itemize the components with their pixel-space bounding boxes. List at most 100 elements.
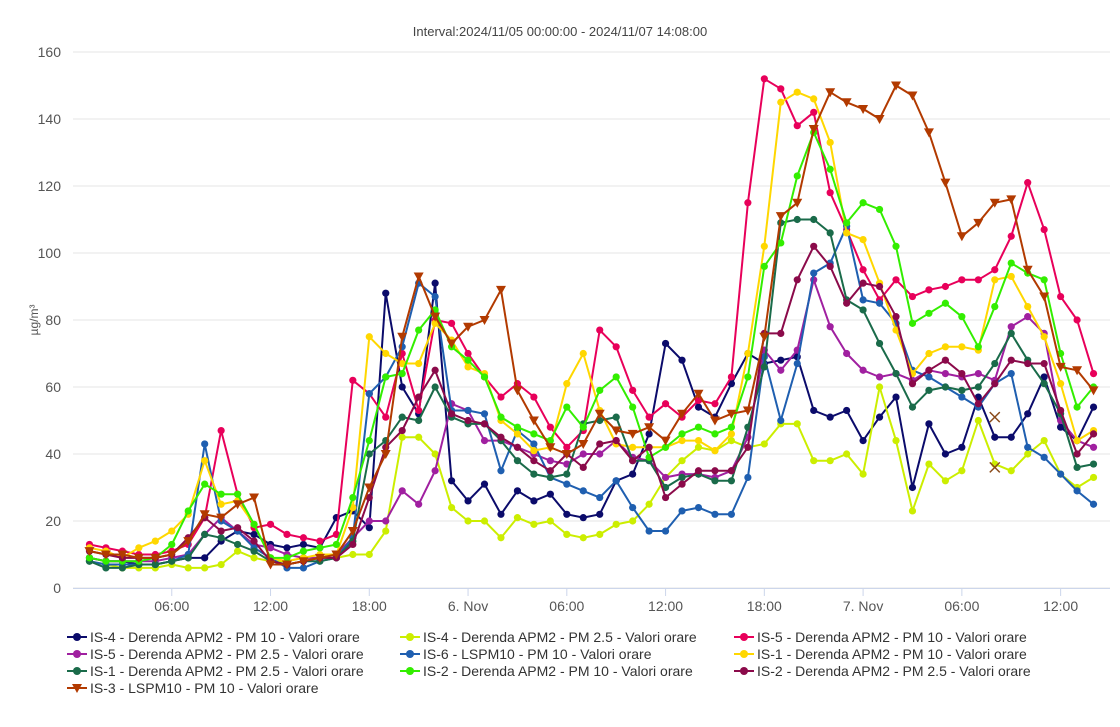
data-point (1040, 373, 1048, 381)
data-point (102, 564, 110, 572)
data-point (958, 467, 966, 475)
data-point (495, 285, 506, 295)
data-point (546, 437, 554, 445)
data-point (530, 430, 538, 438)
data-point (908, 483, 917, 492)
data-point (480, 480, 489, 488)
data-point (1040, 380, 1048, 388)
data-point (298, 557, 309, 567)
legend-item[interactable]: IS-1 - Derenda APM2 - PM 2.5 - Valori or… (66, 662, 364, 679)
data-point (612, 373, 620, 381)
data-point (530, 520, 538, 528)
data-point (843, 229, 851, 237)
data-point (923, 128, 934, 138)
legend-label: IS-4 - Derenda APM2 - PM 10 - Valori ora… (90, 628, 360, 645)
data-point (875, 299, 884, 307)
data-point (694, 443, 703, 451)
data-point (1057, 380, 1065, 388)
data-point (678, 457, 686, 465)
data-point (908, 380, 917, 388)
data-point (941, 450, 949, 458)
data-point (793, 215, 801, 224)
data-point (825, 88, 836, 98)
data-point (859, 366, 867, 374)
data-point (629, 386, 637, 394)
data-point (265, 560, 276, 570)
legend-label: IS-2 - Derenda APM2 - PM 2.5 - Valori or… (757, 662, 1031, 679)
data-point (875, 282, 884, 291)
legend-item[interactable]: IS-5 - Derenda APM2 - PM 10 - Valori ora… (733, 628, 1027, 645)
data-point (612, 477, 620, 485)
data-point (629, 403, 637, 411)
data-point (1040, 437, 1048, 445)
data-point (810, 108, 818, 116)
data-point (958, 443, 966, 451)
data-point (925, 460, 933, 468)
data-point (826, 323, 834, 331)
data-point (497, 467, 505, 475)
data-point (217, 534, 225, 542)
data-point (991, 276, 999, 284)
legend-item[interactable]: IS-4 - Derenda APM2 - PM 2.5 - Valori or… (399, 628, 697, 645)
series-7 (85, 215, 1098, 572)
data-point (266, 520, 275, 528)
legend-item[interactable]: IS-5 - Derenda APM2 - PM 2.5 - Valori or… (66, 645, 364, 662)
data-point (810, 215, 818, 224)
data-point (793, 122, 801, 130)
data-point (430, 312, 441, 322)
data-point (299, 547, 308, 555)
legend-item[interactable]: IS-2 - Derenda APM2 - PM 10 - Valori ora… (399, 662, 693, 679)
data-point (464, 356, 472, 364)
data-point (596, 530, 604, 539)
legend-item[interactable]: IS-3 - LSPM10 - PM 10 - Valori orare (66, 679, 318, 696)
data-point (349, 504, 357, 512)
legend-item[interactable]: IS-2 - Derenda APM2 - PM 2.5 - Valori or… (733, 662, 1031, 679)
data-point (480, 373, 489, 381)
chart-title: Interval:2024/11/05 00:00:00 - 2024/11/0… (413, 24, 707, 39)
data-point (480, 437, 489, 445)
data-point (611, 426, 622, 436)
data-point (398, 383, 406, 391)
data-point (958, 393, 966, 401)
data-point (1057, 406, 1065, 415)
circle-marker-icon (734, 649, 754, 658)
data-point (1039, 292, 1050, 302)
y-tick-label: 60 (45, 379, 61, 395)
data-point (431, 279, 439, 287)
legend-item[interactable]: IS-4 - Derenda APM2 - PM 10 - Valori ora… (66, 628, 360, 645)
data-point (1057, 423, 1065, 431)
data-point (612, 437, 620, 445)
data-point (711, 430, 719, 438)
data-point (793, 420, 801, 428)
data-point (958, 343, 966, 351)
data-point (480, 420, 489, 428)
data-point (415, 359, 423, 368)
data-point (843, 450, 851, 458)
data-point (958, 276, 966, 284)
data-point (1089, 430, 1098, 438)
data-point (332, 530, 340, 539)
data-point (1007, 433, 1015, 441)
data-point (464, 416, 472, 425)
data-point (892, 437, 900, 445)
data-point (530, 457, 538, 465)
data-point (579, 487, 587, 495)
data-point (644, 423, 655, 433)
data-point (166, 550, 177, 560)
data-point (742, 406, 753, 416)
data-point (1073, 463, 1081, 471)
legend-label: IS-5 - Derenda APM2 - PM 10 - Valori ora… (757, 628, 1027, 645)
data-point (777, 329, 785, 337)
data-point (775, 212, 786, 222)
data-point (1024, 359, 1032, 368)
data-point (974, 416, 982, 425)
data-point (941, 370, 949, 378)
legend-label: IS-6 - LSPM10 - PM 10 - Valori orare (423, 645, 652, 662)
legend-item[interactable]: IS-6 - LSPM10 - PM 10 - Valori orare (399, 645, 651, 662)
legend-item[interactable]: IS-1 - Derenda APM2 - PM 10 - Valori ora… (733, 645, 1027, 662)
data-point (199, 510, 210, 520)
data-point (398, 370, 406, 378)
data-point (859, 266, 867, 274)
data-point (513, 487, 522, 495)
